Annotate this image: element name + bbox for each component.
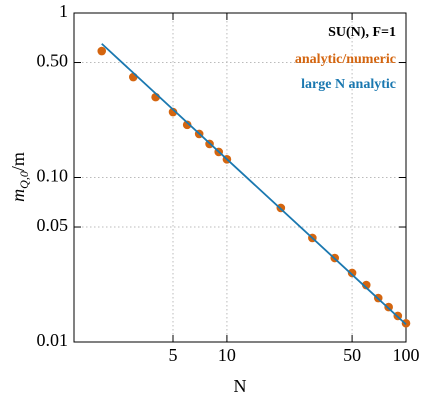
x-tick-label: 50 <box>343 345 361 365</box>
y-label-main: m <box>8 189 28 202</box>
y-tick-label: 0.10 <box>37 166 69 186</box>
x-tick-label: 10 <box>218 345 236 365</box>
x-axis-label: N <box>234 376 247 396</box>
y-label-sub: Q,0 <box>17 171 31 189</box>
data-point <box>182 120 192 130</box>
legend-entry: analytic/numeric <box>295 52 396 67</box>
y-tick-label: 0.01 <box>37 330 69 350</box>
y-tick-label: 1 <box>59 1 68 21</box>
legend-entry: large N analytic <box>301 77 396 92</box>
y-axis-label: mQ,0/m <box>8 152 31 202</box>
x-tick-label: 100 <box>393 345 420 365</box>
y-tick-label: 0.05 <box>37 215 69 235</box>
plot-frame <box>73 12 407 343</box>
data-point <box>168 107 178 117</box>
data-point <box>97 46 107 56</box>
data-point <box>347 268 357 278</box>
legend-title: SU(N), F=1 <box>328 25 396 40</box>
series-line <box>101 43 407 326</box>
x-tick-label: 5 <box>169 345 178 365</box>
y-tick-label: 0.50 <box>37 51 69 71</box>
data-point <box>361 280 371 290</box>
y-label-rest: /m <box>8 152 28 171</box>
